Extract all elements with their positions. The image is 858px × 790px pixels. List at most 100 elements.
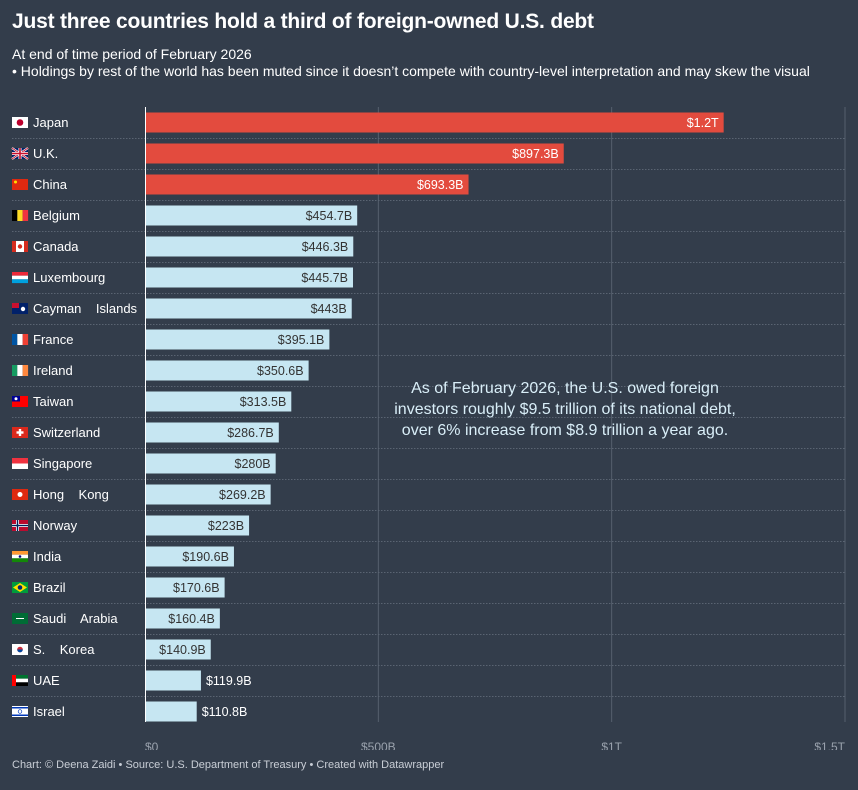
bar-row: UAE $119.9B [12,670,845,697]
footer-credits: Chart: © Deena Zaidi • Source: U.S. Depa… [12,759,445,771]
category-label: U.K. [33,146,58,161]
category-label: Singapore [33,456,92,471]
flag-ch-icon [12,427,28,438]
category-label: Ireland [33,363,73,378]
bar [145,143,564,164]
flag-hk-icon [12,489,28,500]
bar-row: Hong Kong $269.2B [12,484,845,511]
category-label: China [33,177,68,192]
category-label: Taiwan [33,394,73,409]
bar-row: Ireland $350.6B [12,360,845,387]
flag-gb-icon [11,147,29,160]
value-label: $119.9B [206,674,252,688]
value-label: $446.3B [302,240,349,254]
category-label: Norway [33,518,78,533]
value-label: $1.2T [687,116,719,130]
chart-subtitle: At end of time period of February 2026 •… [12,46,810,80]
value-label: $170.6B [173,581,220,595]
bar-row: Brazil $170.6B [12,577,845,604]
bar-row: Israel $110.8B [12,701,248,722]
value-label: $140.9B [159,643,206,657]
bar-row: Taiwan $313.5B [12,391,845,418]
flag-ie-icon [12,365,29,376]
value-label: $395.1B [278,333,325,347]
bar [145,112,724,133]
bar [145,422,279,443]
flag-kr-icon [12,644,28,655]
bar-row: Saudi Arabia $160.4B [12,608,845,635]
value-label: $454.7B [306,209,353,223]
value-label: $160.4B [168,612,215,626]
bar [145,515,250,536]
category-label: Saudi Arabia [33,611,118,626]
category-label: Switzerland [33,425,100,440]
bar [145,453,276,474]
flag-sa-icon [12,613,28,624]
flag-sg-icon [12,458,28,469]
bar-row: Canada $446.3B [12,236,845,263]
bar-row: Norway $223B [12,515,845,542]
flag-in-icon [12,551,28,563]
value-label: $280B [235,457,271,471]
bar-row: U.K. $897.3B [11,143,845,170]
bar [145,608,220,629]
flag-br-icon [12,582,28,593]
bar [145,298,352,319]
flag-fr-icon [12,334,29,345]
category-label: Cayman Islands [33,301,138,316]
bar [145,639,211,660]
bar [145,205,358,226]
category-label: France [33,332,73,347]
x-tick-label: $1.5T [814,740,845,750]
flag-ky-icon [12,303,28,314]
category-label: Japan [33,115,68,130]
value-label: $445.7B [301,271,348,285]
bar [145,329,330,350]
bar-row: India $190.6B [12,546,845,573]
value-label: $190.6B [182,550,229,564]
category-label: Canada [33,239,79,254]
value-label: $897.3B [512,147,559,161]
bar-row: S. Korea $140.9B [12,639,845,666]
value-label: $350.6B [257,364,304,378]
bar-row: Cayman Islands $443B [12,298,845,325]
category-label: Belgium [33,208,80,223]
value-label: $269.2B [219,488,266,502]
chart-title: Just three countries hold a third of for… [12,10,594,33]
bar-row: Singapore $280B [12,453,845,480]
bar [145,577,225,598]
bar-row: Belgium $454.7B [12,205,845,232]
category-label: UAE [33,673,60,688]
bar [145,174,469,195]
bar-row: China $693.3B [12,174,845,201]
flag-no-icon [12,520,28,531]
flag-tw-icon [12,396,28,407]
bar-chart: $0 $500B $1T $1.5T Japan $1.2T U.K. $897.3B Chin… [11,107,846,750]
category-label: Luxembourg [33,270,105,285]
x-tick-label: $0 [145,740,159,750]
flag-ca-icon [12,241,28,252]
flag-lu-icon [12,272,28,284]
category-label: S. Korea [33,642,95,657]
subtitle-line-1: At end of time period of February 2026 [12,46,252,62]
flag-cn-icon [12,179,28,190]
x-tick-label: $1T [601,740,622,750]
category-label: Israel [33,704,65,719]
bar [145,267,353,288]
bar-row: Japan $1.2T [12,112,845,139]
value-label: $286.7B [227,426,274,440]
flag-ae-icon [12,675,28,686]
value-label: $223B [208,519,244,533]
annotation: As of February 2026, the U.S. owed forei… [394,380,736,439]
flag-be-icon [12,210,29,221]
bar [145,360,309,381]
bar [145,546,234,567]
category-label: Hong Kong [33,487,109,502]
bar [145,701,197,722]
flag-il-icon [12,706,28,717]
category-label: India [33,549,62,564]
value-label: $110.8B [202,705,248,719]
subtitle-line-2: • Holdings by rest of the world has been… [12,63,810,79]
bar [145,391,292,412]
bar [145,236,354,257]
